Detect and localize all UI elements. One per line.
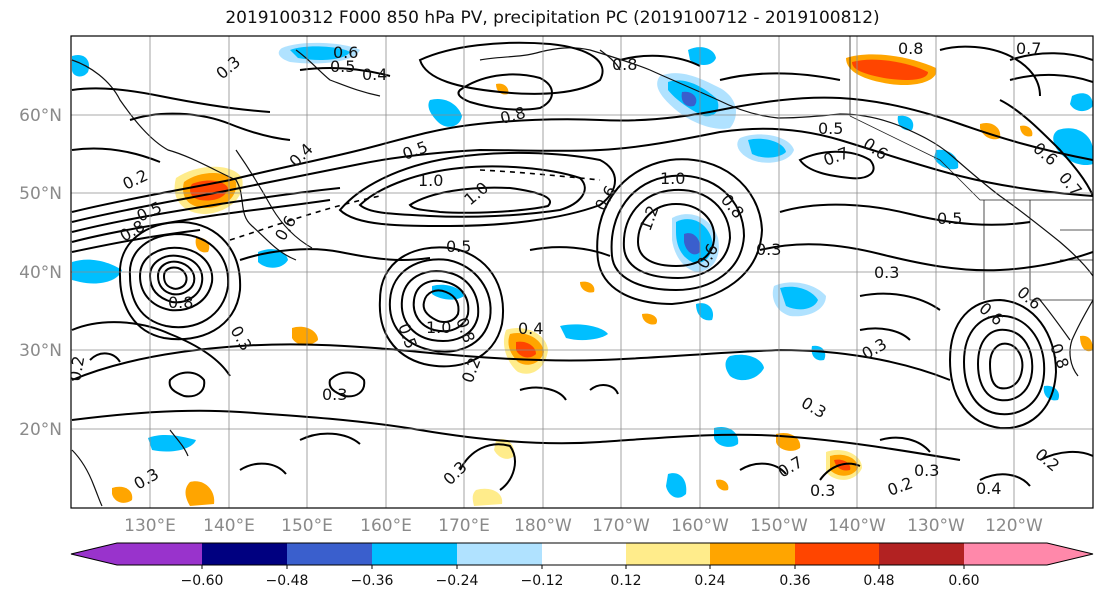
colorbar-tick-label: −0.60 — [181, 573, 224, 589]
contour-label: 0.5 — [446, 237, 471, 256]
lat-label: 20°N — [19, 420, 62, 440]
colorbar-segment — [372, 543, 457, 565]
lat-label: 50°N — [19, 184, 62, 204]
contour-label: 0.4 — [362, 65, 387, 84]
lon-label: 130°E — [124, 516, 176, 536]
contour-label: 0.5 — [937, 209, 962, 228]
contour-label: 0.8 — [898, 39, 923, 58]
map-plot-area: 0.6 0.5 0.4 0.3 0.2 0.5 0.8 0.4 0.6 0.5 … — [65, 36, 1093, 508]
colorbar-segment — [964, 543, 1093, 565]
contour-label: 0.3 — [756, 240, 781, 259]
lon-label: 150°W — [750, 516, 808, 536]
colorbar-segment — [710, 543, 795, 565]
lat-label: 30°N — [19, 341, 62, 361]
colorbar-tick-label: −0.12 — [521, 573, 564, 589]
lon-label: 170°E — [438, 516, 490, 536]
lon-label: 160°E — [360, 516, 412, 536]
contour-label: 1.0 — [426, 318, 451, 337]
contour-label: 0.3 — [914, 461, 939, 480]
contour-label: 0.7 — [1016, 39, 1041, 58]
contour-label: 0.8 — [612, 55, 637, 74]
contour-label: 0.3 — [322, 385, 347, 404]
colorbar-segment — [879, 543, 964, 565]
colorbar-tick-label: 0.48 — [863, 573, 894, 589]
map-frame — [70, 35, 1094, 509]
map-gridlines — [71, 36, 1093, 508]
lon-label: 150°E — [281, 516, 333, 536]
latitude-labels: 60°N 50°N 40°N 30°N 20°N — [19, 106, 62, 440]
colorbar: −0.60 −0.48 −0.36 −0.24 −0.12 0.12 0.24 … — [70, 542, 1094, 589]
contour-label: 0.4 — [976, 479, 1001, 498]
contour-label: 1.0 — [418, 171, 443, 190]
lon-label: 180°W — [514, 516, 572, 536]
lon-label: 170°W — [592, 516, 650, 536]
colorbar-tick-label: 0.60 — [948, 573, 979, 589]
contour-label: 0.3 — [874, 263, 899, 282]
colorbar-segment — [287, 543, 372, 565]
map-title: 2019100312 F000 850 hPa PV, precipitatio… — [225, 8, 880, 28]
contour-label: 0.2 — [65, 354, 88, 382]
pv-contours — [71, 41, 1093, 491]
colorbar-tick-label: −0.24 — [436, 573, 479, 589]
contour-label: 0.5 — [818, 119, 843, 138]
longitude-labels: 130°E 140°E 150°E 160°E 170°E 180°W 170°… — [124, 516, 1043, 536]
lon-label: 120°W — [985, 516, 1043, 536]
colorbar-segment — [457, 543, 542, 565]
negative-precip-shading — [72, 42, 1093, 498]
colorbar-tick-label: 0.12 — [610, 573, 641, 589]
contour-label: 0.4 — [518, 319, 543, 338]
pv-contours-dashed — [229, 169, 601, 241]
colorbar-tick-label: 0.36 — [779, 573, 810, 589]
colorbar-outline — [70, 542, 1094, 566]
contour-label: 0.5 — [330, 57, 355, 76]
lon-label: 140°W — [828, 516, 886, 536]
lon-label: 140°E — [203, 516, 255, 536]
lon-label: 130°W — [907, 516, 965, 536]
colorbar-tick-label: 0.24 — [694, 573, 725, 589]
colorbar-segment — [71, 543, 202, 565]
colorbar-segment — [795, 543, 879, 565]
colorbar-tick-label: −0.48 — [266, 573, 309, 589]
lat-label: 40°N — [19, 263, 62, 283]
colorbar-tick-label: −0.36 — [351, 573, 394, 589]
lon-label: 160°W — [671, 516, 729, 536]
contour-label: 0.6 — [333, 43, 358, 62]
colorbar-segment — [542, 543, 626, 565]
lat-label: 60°N — [19, 106, 62, 126]
colorbar-segment — [202, 543, 287, 565]
contour-label: 0.8 — [168, 293, 193, 312]
contour-label: 1.0 — [660, 169, 685, 188]
contour-label: 0.3 — [810, 481, 835, 500]
colorbar-segment — [626, 543, 710, 565]
